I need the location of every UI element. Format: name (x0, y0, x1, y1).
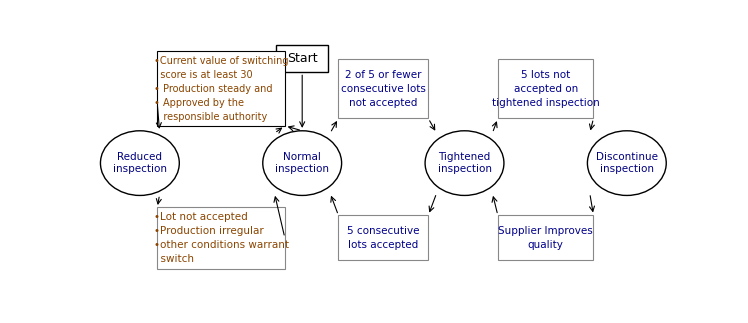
Text: •Current value of switching
  score is at least 30
• Production steady and
• App: •Current value of switching score is at … (154, 56, 288, 121)
Bar (338, 215, 429, 260)
Text: Tightened
inspection: Tightened inspection (438, 152, 491, 174)
Text: Start: Start (287, 52, 317, 65)
Bar (338, 59, 429, 118)
Bar (157, 207, 285, 269)
Text: 2 of 5 or fewer
consecutive lots
not accepted: 2 of 5 or fewer consecutive lots not acc… (341, 69, 426, 108)
Text: •Lot not accepted
•Production irregular
•other conditions warrant
  switch: •Lot not accepted •Production irregular … (153, 212, 289, 264)
Text: Reduced
inspection: Reduced inspection (113, 152, 167, 174)
Text: Normal
inspection: Normal inspection (275, 152, 329, 174)
Text: Discontinue
inspection: Discontinue inspection (596, 152, 657, 174)
Text: Supplier Improves
quality: Supplier Improves quality (498, 226, 593, 250)
Text: 5 consecutive
lots accepted: 5 consecutive lots accepted (347, 226, 420, 250)
Bar (157, 51, 285, 126)
Bar (498, 215, 593, 260)
Bar (276, 45, 328, 72)
Bar (498, 59, 593, 118)
Text: 5 lots not
accepted on
tightened inspection: 5 lots not accepted on tightened inspect… (491, 69, 600, 108)
